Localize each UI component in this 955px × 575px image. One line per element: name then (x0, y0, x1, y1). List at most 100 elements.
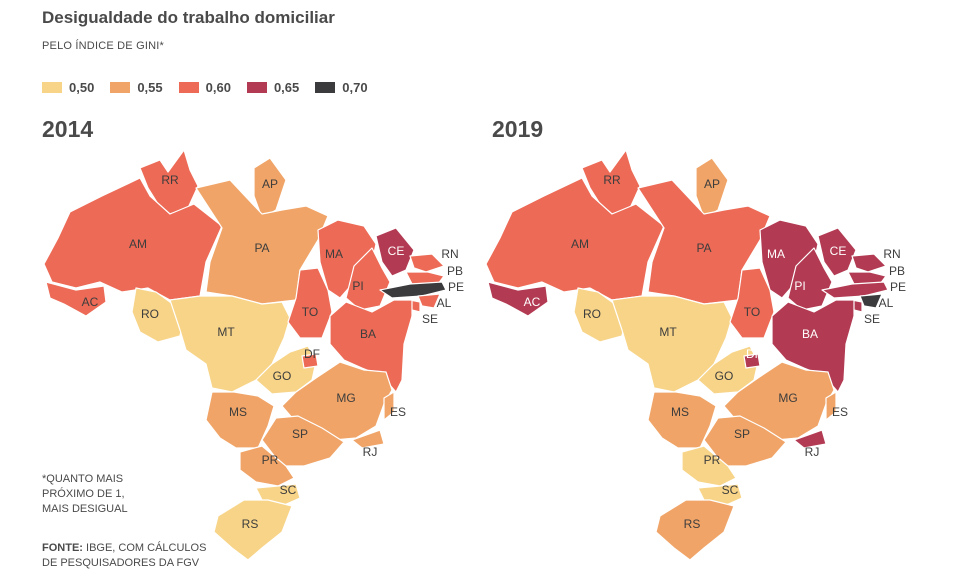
state-label-ms: MS (229, 405, 247, 419)
state-label-pr: PR (704, 453, 721, 467)
state-label-sp: SP (734, 427, 750, 441)
state-label-df: DF (304, 347, 320, 361)
state-label-ro: RO (583, 307, 601, 321)
chart-title: Desigualdade do trabalho domiciliar (42, 8, 335, 27)
state-label-pb: PB (447, 264, 463, 278)
state-label-ac: AC (82, 295, 99, 309)
state-label-to: TO (744, 305, 760, 319)
legend: 0,50 0,55 0,60 0,65 0,70 (42, 80, 384, 95)
state-label-mg: MG (336, 391, 355, 405)
map-year-2014: 2014 (42, 116, 94, 142)
state-ce (375, 227, 415, 277)
state-es (825, 391, 837, 421)
state-sp (703, 415, 787, 467)
source-label: FONTE: (42, 542, 83, 554)
state-label-go: GO (273, 369, 292, 383)
source-note: FONTE: IBGE, COM CÁLCULOS DE PESQUISADOR… (42, 541, 206, 571)
legend-item: 0,55 (110, 80, 163, 95)
state-label-ce: CE (830, 244, 847, 258)
state-sp (261, 415, 345, 467)
state-label-sc: SC (722, 483, 739, 497)
state-df (301, 353, 319, 369)
state-label-ma: MA (325, 247, 343, 261)
state-ce (817, 227, 857, 277)
state-label-es: ES (832, 405, 848, 419)
map-year-2019: 2019 (492, 116, 544, 142)
state-rr (139, 149, 199, 215)
state-label-ms: MS (671, 405, 689, 419)
legend-label: 0,50 (69, 80, 95, 95)
state-label-pa: PA (696, 241, 711, 255)
state-ro (131, 287, 185, 343)
state-label-ma: MA (767, 247, 785, 261)
legend-item: 0,70 (315, 80, 368, 95)
state-label-ap: AP (704, 177, 720, 191)
legend-swatch (178, 82, 199, 93)
state-label-mt: MT (217, 325, 235, 339)
state-label-al: AL (437, 296, 452, 310)
footnote: *QUANTO MAIS PRÓXIMO DE 1, MAIS DESIGUAL (42, 472, 128, 517)
state-pr (239, 445, 295, 487)
state-label-rr: RR (603, 173, 621, 187)
legend-label: 0,70 (342, 80, 368, 95)
state-label-rr: RR (161, 173, 179, 187)
state-ms (205, 391, 275, 449)
state-ac (487, 281, 549, 317)
state-label-rs: RS (684, 517, 701, 531)
state-label-pe: PE (890, 280, 906, 294)
legend-swatch (246, 82, 267, 93)
source-line: IBGE, COM CÁLCULOS (86, 542, 207, 554)
state-label-go: GO (715, 369, 734, 383)
state-label-df: DF (746, 347, 762, 361)
state-label-rs: RS (242, 517, 259, 531)
state-label-pi: PI (794, 279, 805, 293)
state-al (859, 293, 883, 309)
state-label-ro: RO (141, 307, 159, 321)
state-ap (253, 157, 287, 219)
state-label-ac: AC (524, 295, 541, 309)
state-ba (771, 299, 855, 393)
brazil-map-2019: RR AM AC AP PA RO MT TO MA PI CE RN PB PE AL SE BA GO DF MS… (485, 149, 906, 561)
state-ms (647, 391, 717, 449)
state-pr (681, 445, 737, 487)
footnote-line: *QUANTO MAIS (42, 473, 124, 485)
state-al (417, 293, 441, 309)
state-label-am: AM (129, 237, 147, 251)
state-rr (581, 149, 641, 215)
state-df (743, 353, 761, 369)
state-label-pi: PI (352, 279, 363, 293)
state-to (729, 267, 775, 339)
legend-item: 0,50 (42, 80, 94, 95)
state-to (287, 267, 333, 339)
state-label-se: SE (864, 312, 880, 326)
state-ro (573, 287, 627, 343)
state-label-es: ES (390, 405, 406, 419)
state-label-pe: PE (448, 280, 464, 294)
state-label-pb: PB (889, 264, 905, 278)
state-pe (379, 281, 447, 299)
state-rs (213, 499, 293, 561)
state-label-to: TO (302, 305, 318, 319)
state-label-sp: SP (292, 427, 308, 441)
state-rj (793, 429, 827, 449)
state-ac (45, 281, 107, 317)
footnote-line: PRÓXIMO DE 1, (42, 488, 125, 500)
state-label-rj: RJ (805, 445, 820, 459)
brazil-map-2014: RR AM AC AP PA RO MT TO MA PI CE RN PB PE AL SE BA GO DF MS… (43, 149, 464, 561)
state-label-sc: SC (280, 483, 297, 497)
legend-swatch (315, 82, 336, 93)
state-ap (695, 157, 729, 219)
legend-label: 0,60 (205, 80, 231, 95)
source-line: DE PESQUISADORES DA FGV (42, 557, 200, 569)
legend-item: 0,60 (178, 80, 231, 95)
state-pb (847, 271, 887, 285)
state-label-am: AM (571, 237, 589, 251)
state-label-ce: CE (388, 244, 405, 258)
legend-swatch (42, 82, 62, 93)
state-pe (821, 281, 889, 299)
footnote-line: MAIS DESIGUAL (42, 503, 128, 515)
legend-item: 0,65 (246, 80, 299, 95)
state-rn (851, 253, 887, 273)
legend-label: 0,55 (137, 80, 163, 95)
